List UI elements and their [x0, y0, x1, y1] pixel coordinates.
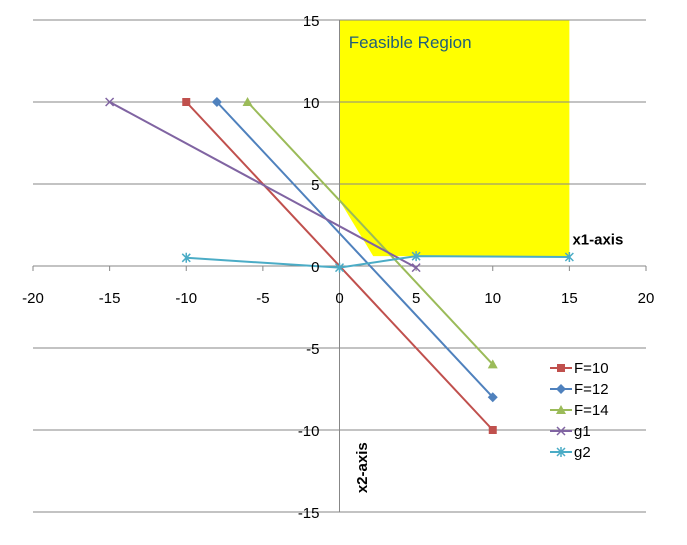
y-tick-label: 10 — [303, 95, 320, 112]
data-point — [487, 359, 498, 369]
series-f-12 — [211, 97, 498, 403]
data-point — [334, 262, 345, 273]
feasible-region — [339, 20, 570, 257]
data-point — [411, 263, 421, 273]
data-point — [556, 405, 566, 414]
x-tick-label: 0 — [335, 290, 343, 307]
legend-item: F=14 — [550, 402, 609, 419]
series-line — [246, 101, 494, 366]
data-point — [556, 384, 566, 394]
x-tick-label: 15 — [561, 290, 578, 307]
data-point — [181, 252, 191, 263]
data-point — [564, 251, 574, 262]
legend-label: g2 — [574, 444, 591, 461]
y-tick-label: 15 — [303, 13, 320, 30]
y-axis-title: x2-axis — [354, 442, 371, 493]
data-point — [105, 97, 115, 107]
legend-label: g1 — [574, 423, 591, 440]
x-tick-label: 5 — [412, 290, 420, 307]
x-tick-label: -15 — [99, 290, 121, 307]
y-tick-label: -15 — [298, 505, 320, 522]
legend-label: F=14 — [574, 402, 609, 419]
series-line — [186, 255, 570, 269]
series-g1 — [105, 97, 421, 273]
data-point — [487, 392, 498, 403]
y-tick-label: 5 — [311, 177, 319, 194]
data-point — [557, 364, 565, 372]
x-axis-title: x1-axis — [572, 232, 623, 249]
legend-item: g1 — [550, 423, 591, 440]
feasible-region-label: Feasible Region — [349, 33, 472, 52]
legend-item: g2 — [550, 444, 591, 461]
data-point — [488, 426, 497, 434]
x-tick-label: -20 — [22, 290, 44, 307]
legend-item: F=10 — [550, 360, 609, 377]
series-line — [109, 101, 417, 269]
x-tick-label: -10 — [175, 290, 197, 307]
legend-item: F=12 — [550, 381, 609, 398]
legend-label: F=10 — [574, 360, 609, 377]
y-tick-label: 0 — [311, 259, 319, 276]
series-line — [216, 101, 494, 398]
legend-label: F=12 — [574, 381, 609, 398]
x-tick-label: 10 — [484, 290, 501, 307]
data-point — [182, 98, 191, 106]
x-tick-label: 20 — [638, 290, 655, 307]
series-f-14 — [242, 97, 498, 369]
series-g2 — [181, 251, 574, 273]
data-point — [411, 251, 421, 262]
data-point — [211, 97, 222, 107]
data-point — [242, 97, 253, 106]
x-tick-label: -5 — [256, 290, 269, 307]
data-point — [556, 426, 566, 436]
data-point — [556, 447, 566, 457]
y-tick-label: -5 — [306, 341, 319, 358]
y-tick-label: -10 — [298, 423, 320, 440]
